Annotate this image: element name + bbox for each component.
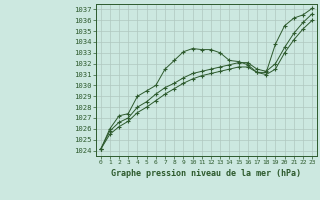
X-axis label: Graphe pression niveau de la mer (hPa): Graphe pression niveau de la mer (hPa) <box>111 169 301 178</box>
